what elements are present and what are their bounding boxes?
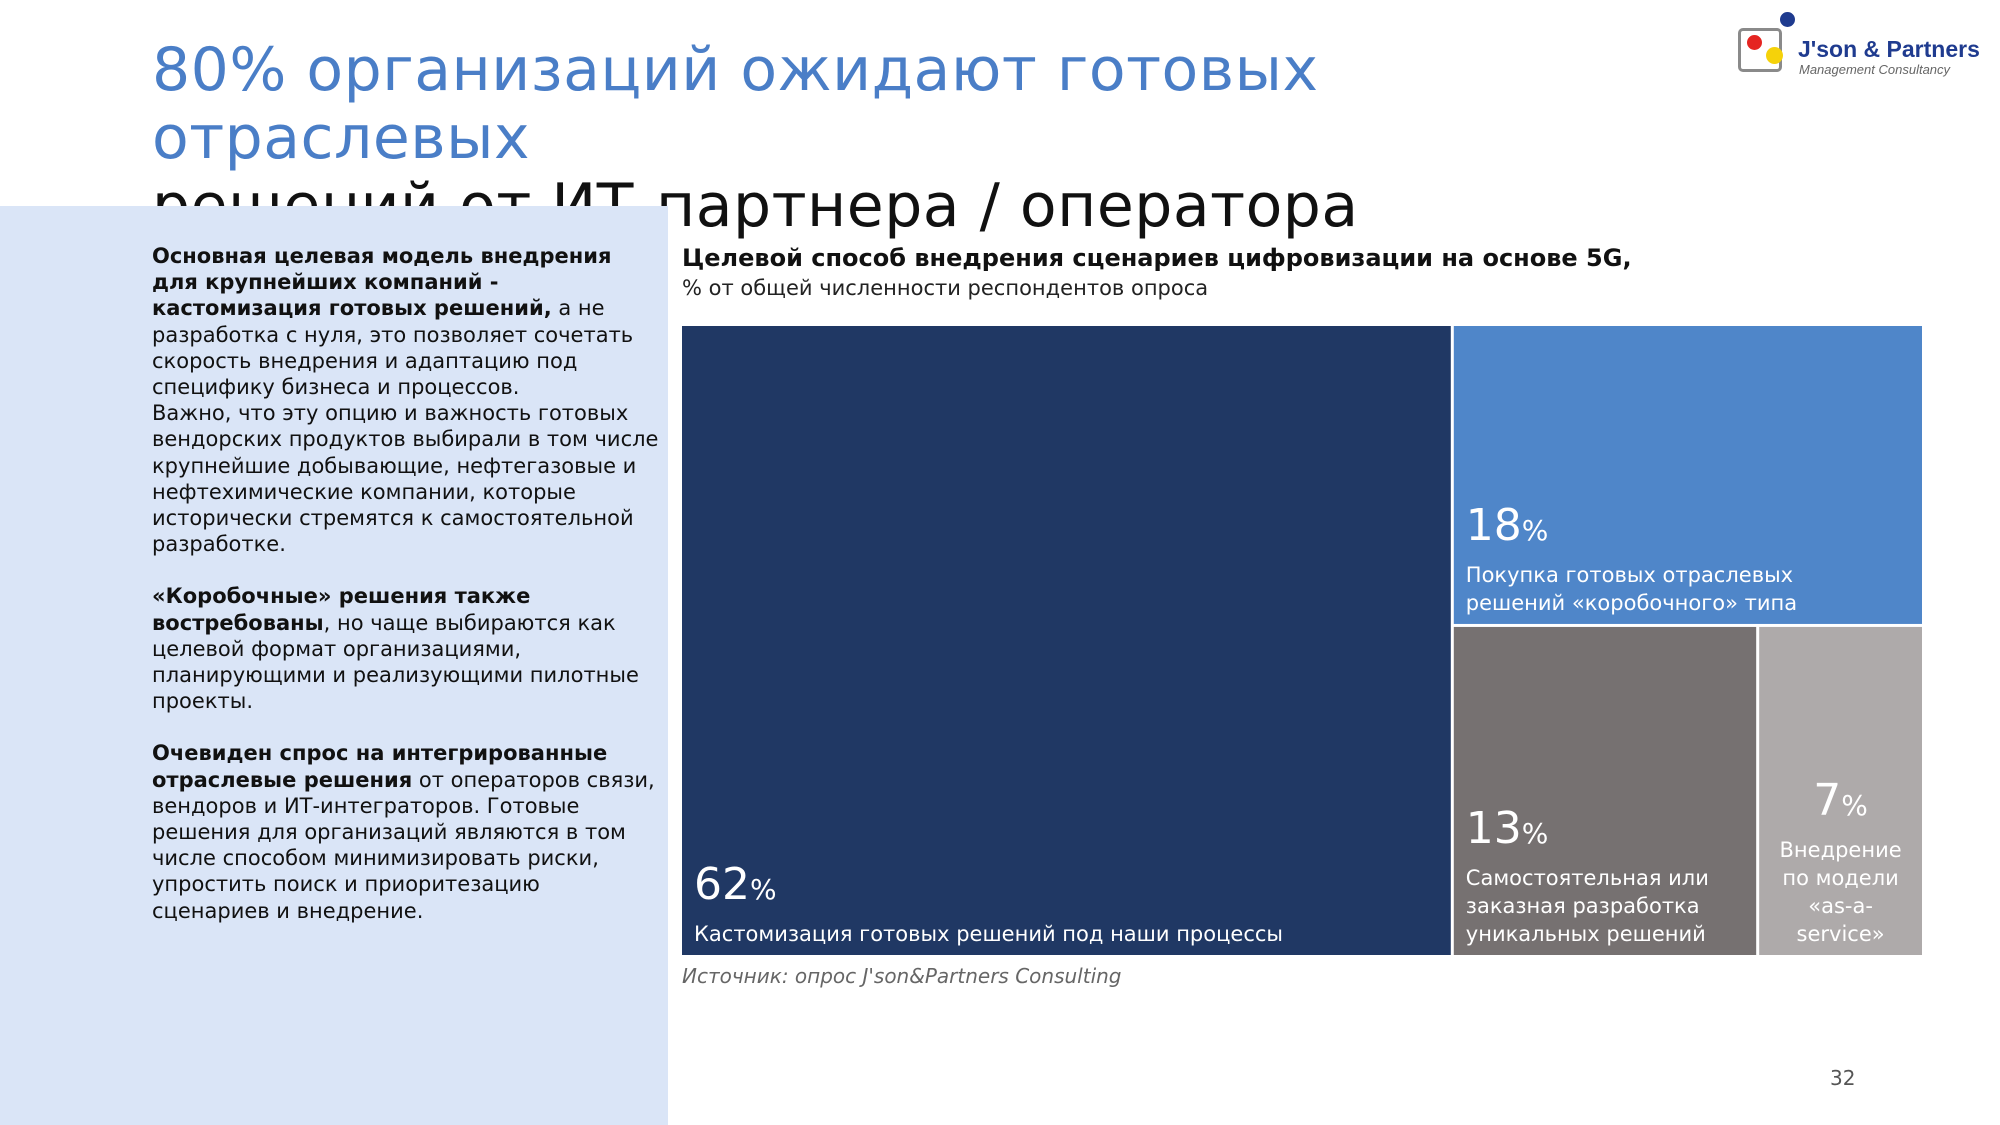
treemap-value: 7% (1813, 775, 1868, 826)
logo-subtitle: Management Consultancy (1799, 62, 1951, 77)
summary-p1-bold: Основная целевая модель внедрения для кр… (152, 244, 612, 321)
treemap-tile-4: Внедрение по модели «as-a-service» 7% (1759, 626, 1922, 955)
treemap-tile-2: Покупка готовых отраслевых решений «короб… (1453, 326, 1922, 624)
summary-p1-rest: а не разработка с нуля, это позволяет со… (152, 296, 634, 400)
chart-subtitle: % от общей численности респондентов опро… (682, 276, 1209, 300)
company-logo: J'son & Partners Management Consultancy (1738, 10, 1988, 80)
treemap-rect (1759, 626, 1922, 955)
summary-paragraph-1: Основная целевая модель внедрения для кр… (152, 243, 662, 557)
left-summary-text: Основная целевая модель внедрения для кр… (152, 243, 662, 950)
treemap-value: 62% (694, 859, 777, 910)
page-title-line-1: 80% организаций ожидают готовых отраслев… (152, 35, 1319, 173)
left-panel-background (0, 206, 668, 1125)
logo-red-dot-icon (1747, 35, 1762, 50)
treemap-rect (1453, 326, 1922, 624)
summary-p3-bold: Очевиден спрос на интегрированные отрасл… (152, 741, 608, 792)
treemap-rect (682, 326, 1451, 955)
summary-p2-bold: «Коробочные» решения также востребованы (152, 584, 531, 635)
logo-blue-dot-icon (1780, 12, 1795, 27)
treemap-label-line: заказная разработка (1466, 894, 1700, 918)
treemap-value: 13% (1466, 803, 1549, 854)
treemap-tile-1: Кастомизация готовых решений под наши пр… (682, 326, 1451, 955)
treemap-label-line: решений «коробочного» типа (1466, 591, 1797, 615)
logo-yellow-dot-icon (1766, 47, 1783, 64)
page-number: 32 (1830, 1066, 1856, 1090)
summary-p1-second: Важно, что эту опцию и важность готовых … (152, 401, 659, 557)
summary-paragraph-2: «Коробочные» решения также востребованы,… (152, 583, 662, 714)
chart-title: Целевой способ внедрения сценариев цифро… (682, 244, 1632, 272)
treemap-label-line: «as-a- (1808, 894, 1873, 918)
treemap-label-line: по модели (1782, 866, 1898, 890)
treemap-label-line: уникальных решений (1466, 922, 1706, 946)
summary-p2-rest: , но чаще выбираются как целевой формат … (152, 610, 639, 714)
page-title: 80% организаций ожидают готовых отраслев… (152, 36, 1712, 240)
treemap-value: 18% (1466, 500, 1549, 551)
treemap-label-line: Самостоятельная или (1466, 866, 1709, 890)
treemap-tile-3: Самостоятельная или заказная разработка ун… (1453, 626, 1757, 955)
summary-p3-rest: от операторов связи, вендоров и ИТ-интег… (152, 767, 655, 923)
summary-paragraph-3: Очевиден спрос на интегрированные отрасл… (152, 740, 662, 923)
source-note: Источник: опрос J'son&Partners Consultin… (682, 964, 1122, 988)
treemap-label-line: Покупка готовых отраслевых (1466, 563, 1793, 587)
logo-name: J'son & Partners (1798, 36, 1980, 62)
treemap-label-line: service» (1797, 922, 1885, 946)
treemap-label-line: Внедрение (1780, 838, 1902, 862)
treemap-rect (1453, 626, 1757, 955)
treemap-label-line: Кастомизация готовых решений под наши пр… (694, 922, 1283, 946)
